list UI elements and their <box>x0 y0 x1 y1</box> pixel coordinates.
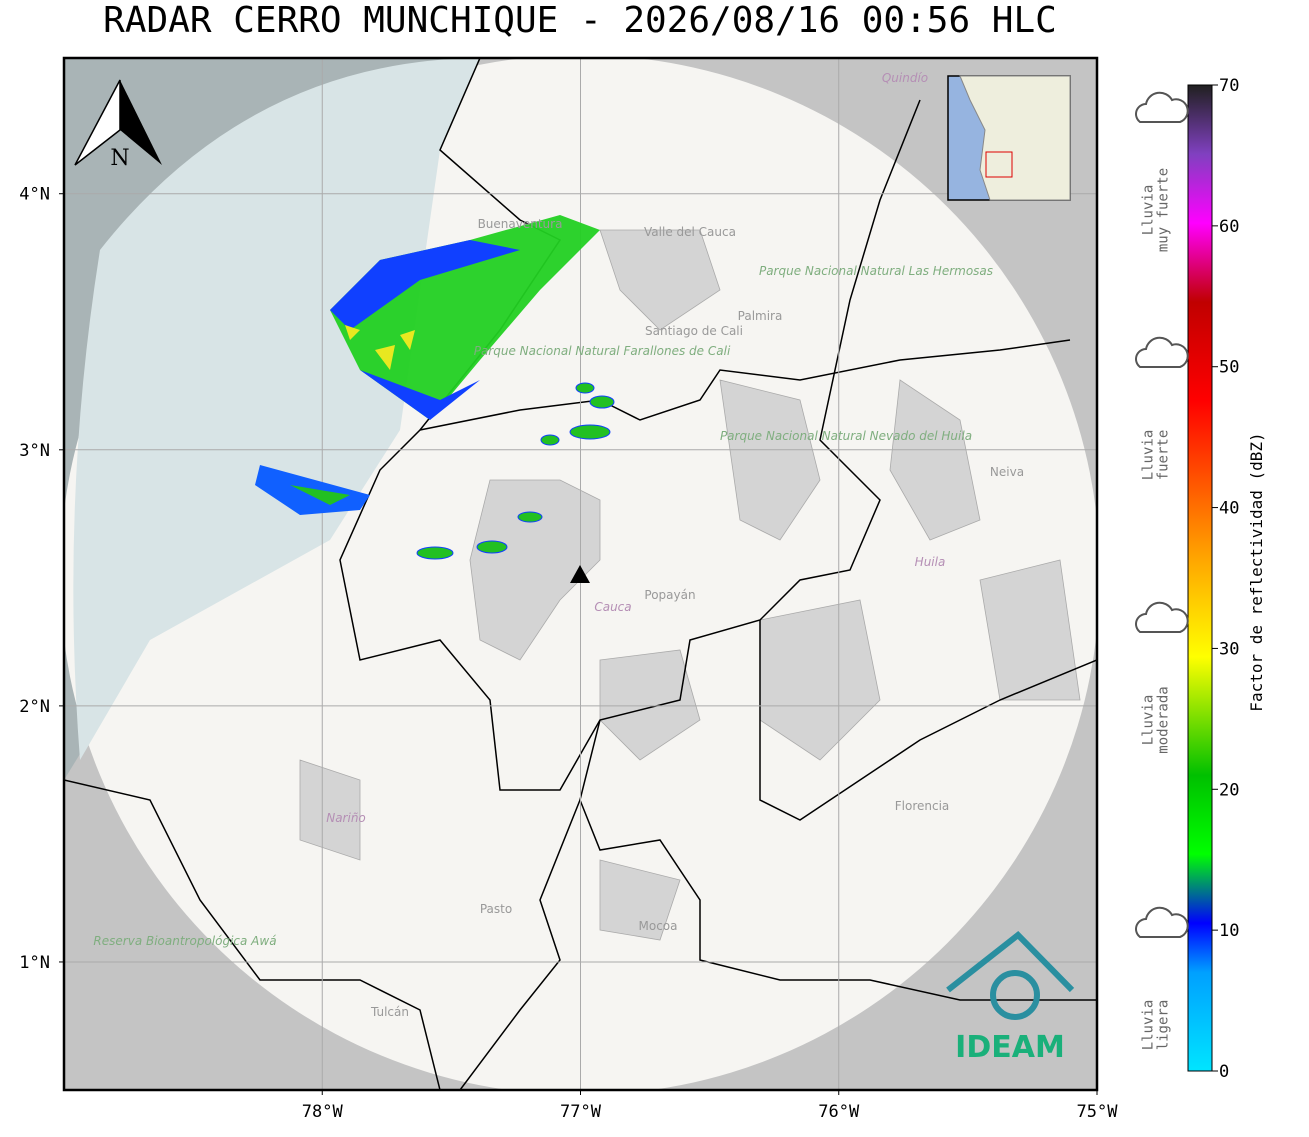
cloud-icon <box>1135 91 1189 123</box>
x-tick-label: 77°W <box>560 1102 602 1122</box>
y-tick-label: 2°N <box>19 697 50 717</box>
map-label: Quindío <box>882 71 928 85</box>
rain-category: fuerte <box>1156 430 1172 481</box>
map-label: Parque Nacional Natural Farallones de Ca… <box>474 344 731 358</box>
colorbar-tick-label: 20 <box>1219 780 1239 800</box>
radar-echoes <box>255 215 615 560</box>
map-label: Santiago de Cali <box>645 324 743 338</box>
rain-category: ligera <box>1156 1000 1172 1051</box>
map-label: Reserva Bioantropológica Awá <box>93 934 276 948</box>
colorbar <box>1187 84 1213 1072</box>
colorbar-tick-label: 10 <box>1219 921 1239 941</box>
y-tick-label: 4°N <box>19 185 50 205</box>
map-label: Huila <box>915 555 946 569</box>
rain-category: muy fuerte <box>1156 168 1172 252</box>
map-label: Nariño <box>326 811 366 825</box>
logo-text: IDEAM <box>955 1030 1065 1065</box>
cloud-icon <box>1135 601 1189 633</box>
map-label: Buenaventura <box>478 217 563 231</box>
map-label: Popayán <box>644 588 695 602</box>
map-label: Cauca <box>594 600 631 614</box>
colorbar-tick-label: 0 <box>1219 1062 1229 1082</box>
rain-category: moderada <box>1156 686 1172 753</box>
colorbar-tick-label: 60 <box>1219 217 1239 237</box>
north-label: N <box>110 146 129 171</box>
colorbar-tick-label: 50 <box>1219 358 1239 378</box>
map-label: Mocoa <box>639 919 678 933</box>
rain-category: Lluvia <box>1141 185 1157 236</box>
map-label: Valle del Cauca <box>644 225 736 239</box>
map: Quindío Buenaventura Valle del Cauca Pal… <box>64 58 1097 1090</box>
map-label: Neiva <box>990 465 1024 479</box>
rain-icons <box>1135 91 1189 938</box>
map-label: Florencia <box>895 799 950 813</box>
radar-site <box>570 565 590 583</box>
rain-category: Lluvia <box>1141 430 1157 481</box>
cloud-icon <box>1135 906 1189 938</box>
map-label: Pasto <box>480 902 512 916</box>
ideam-logo: IDEAM <box>946 930 1075 1065</box>
y-tick-label: 1°N <box>19 953 50 973</box>
colorbar-label: Factor de reflectividad (dBZ) <box>1247 432 1266 711</box>
colorbar-tick-label: 40 <box>1219 499 1239 519</box>
cloud-icon <box>1135 336 1189 368</box>
map-label: Tulcán <box>370 1005 409 1019</box>
ocean <box>73 58 480 760</box>
colorbar-tick-label: 30 <box>1219 639 1239 659</box>
x-tick-label: 78°W <box>302 1102 344 1122</box>
title: RADAR CERRO MUNCHIQUE - 2026/08/16 00:56… <box>103 0 1057 41</box>
inset-map <box>947 75 1071 201</box>
x-tick-label: 76°W <box>818 1102 860 1122</box>
y-tick-label: 3°N <box>19 441 50 461</box>
colorbar-tick-label: 70 <box>1219 76 1239 96</box>
rain-category: Lluvia <box>1141 695 1157 746</box>
map-label: Palmira <box>738 309 783 323</box>
north-arrow: N <box>74 79 162 171</box>
rain-category: Lluvia <box>1141 1000 1157 1051</box>
basins <box>299 229 1081 941</box>
map-label: Parque Nacional Natural Las Hermosas <box>759 264 993 278</box>
x-tick-label: 75°W <box>1077 1102 1119 1122</box>
map-label: Parque Nacional Natural Nevado del Huila <box>720 429 972 443</box>
